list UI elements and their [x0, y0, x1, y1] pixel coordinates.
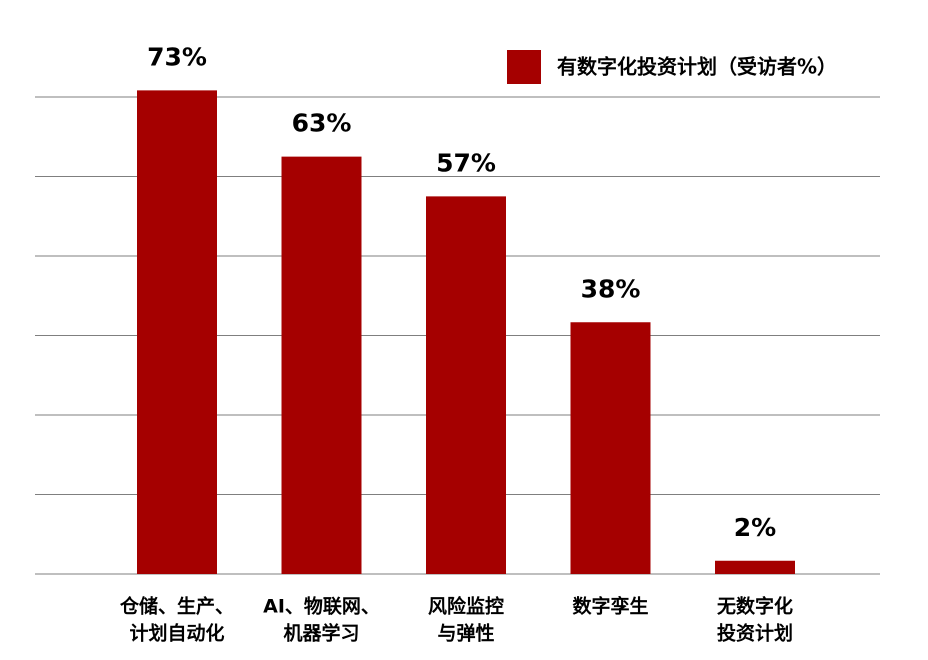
x-tick-label: 数字孪生 [572, 595, 648, 618]
x-tick-label: 机器学习 [283, 622, 359, 645]
value-label: 63% [292, 109, 352, 138]
bar [570, 322, 651, 574]
value-label: 57% [436, 148, 496, 177]
x-tick-label: 无数字化 [717, 595, 793, 618]
x-tick-label: 与弹性 [437, 622, 494, 645]
bar [426, 196, 506, 574]
value-label: 38% [581, 274, 641, 303]
x-tick-label: 投资计划 [717, 622, 793, 645]
x-tick-label: AI、物联网、 [263, 595, 380, 618]
value-label: 73% [147, 42, 207, 71]
x-tick-label: 仓储、生产、 [119, 595, 234, 618]
legend-swatch [507, 50, 541, 84]
x-tick-label: 计划自动化 [129, 622, 224, 645]
value-label: 2% [734, 513, 776, 542]
bar [137, 90, 217, 574]
legend-label: 有数字化投资计划（受访者%） [557, 55, 837, 79]
bar [281, 156, 362, 574]
x-tick-label: 风险监控 [428, 595, 504, 618]
bar [715, 560, 795, 574]
